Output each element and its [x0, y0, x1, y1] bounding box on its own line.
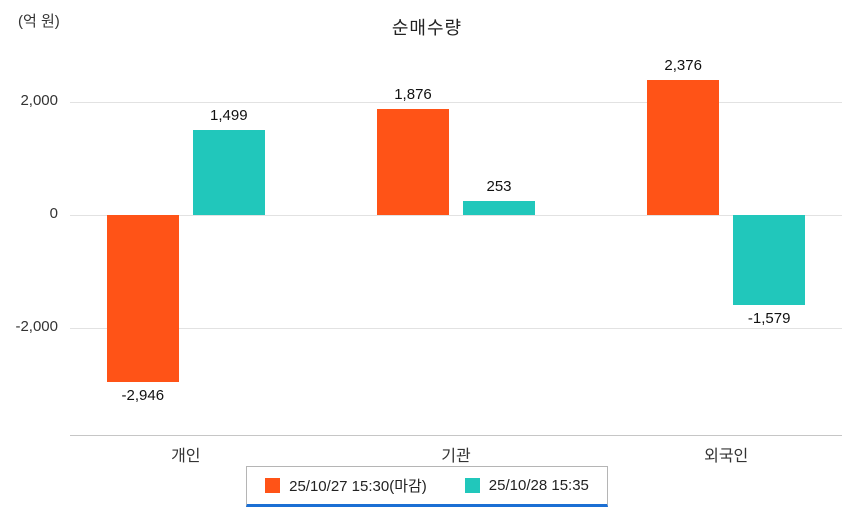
plot-area: -2,946 1,499 1,876 253 2,376 -1,579	[70, 55, 842, 436]
legend-item-label: 25/10/27 15:30(마감)	[289, 478, 427, 495]
legend-color-swatch	[265, 478, 281, 493]
y-tick-label: 2,000	[20, 91, 58, 109]
gridline	[70, 328, 842, 330]
bar	[647, 80, 720, 215]
legend-item-label: 25/10/28 15:35	[488, 477, 589, 494]
category-label: 기관	[441, 448, 471, 465]
gridline	[70, 101, 842, 103]
bar-value-label: -2,946	[121, 387, 165, 405]
bar	[463, 200, 535, 215]
category-label: 외국인	[704, 448, 749, 465]
chart-title: 순매수량	[391, 18, 463, 38]
legend: 25/10/27 15:30(마감) 25/10/28 15:35	[0, 466, 854, 507]
bar	[377, 108, 449, 215]
y-tick-label: 0	[49, 205, 58, 222]
bar	[192, 130, 265, 215]
bar-value-label: 253	[486, 177, 512, 195]
bar	[106, 215, 179, 383]
legend-item: 25/10/28 15:35	[464, 477, 589, 494]
legend-box: 25/10/27 15:30(마감) 25/10/28 15:35	[246, 466, 608, 507]
x-axis-category-row: 개인 기관 외국인	[70, 442, 842, 465]
bar-value-label: 1,499	[210, 107, 248, 124]
y-axis-unit-label: (억 원)	[18, 13, 60, 30]
category-label: 개인	[171, 448, 201, 465]
legend-color-swatch	[464, 478, 480, 493]
bar-value-label: 2,376	[664, 57, 702, 75]
legend-item: 25/10/27 15:30(마감)	[265, 475, 427, 496]
bar	[733, 215, 806, 305]
bar-value-label: 1,876	[394, 85, 432, 103]
bar-value-label: -1,579	[747, 309, 791, 327]
y-tick-label: -2,000	[15, 318, 58, 336]
gridline	[70, 215, 842, 216]
y-axis: 2,000 0 -2,000	[0, 55, 58, 435]
